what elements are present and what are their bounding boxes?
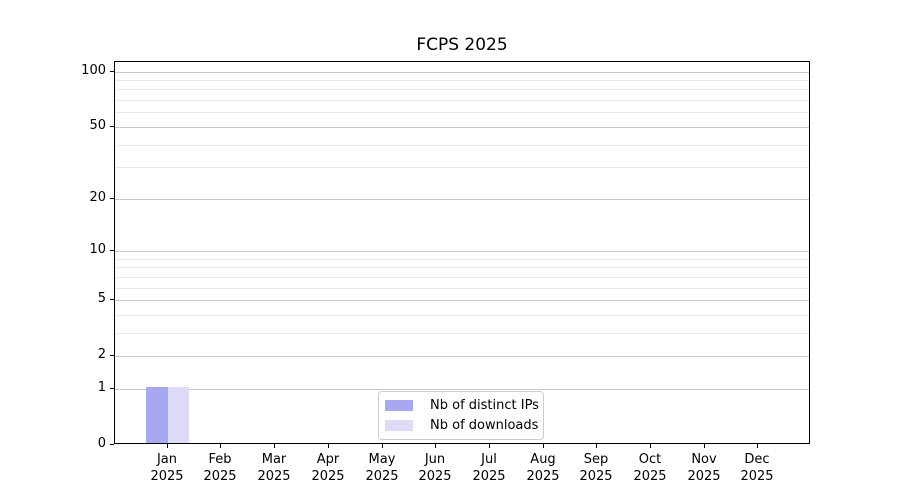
legend-label-distinct-ips: Nb of distinct IPs [430,398,539,413]
x-tick-mark-feb [220,444,221,448]
x-tick-month: May [368,452,396,467]
x-tick-month: Aug [530,452,556,467]
x-tick-year: 2025 [472,469,506,484]
y-gridline-minor-90 [115,80,809,81]
y-tick-mark-50 [110,126,114,127]
y-gridline-minor-60 [115,112,809,113]
y-gridline-minor-6 [115,288,809,289]
bar-distinct-ips-jan [146,386,168,443]
y-gridline-major-5 [115,300,809,301]
y-tick-label-0: 0 [97,436,106,451]
y-tick-mark-2 [110,355,114,356]
y-gridline-major-50 [115,127,809,128]
x-tick-month: Nov [691,452,717,467]
x-tick-mark-may [382,444,383,448]
x-tick-mark-dec [757,444,758,448]
x-tick-year: 2025 [740,469,774,484]
chart-title: FCPS 2025 [416,35,508,55]
x-tick-month: Feb [208,452,232,467]
x-tick-month: Dec [744,452,770,467]
y-tick-label-100: 100 [81,63,106,78]
bar-downloads-jan [167,386,190,443]
legend-label-downloads: Nb of downloads [430,418,539,433]
x-tick-year: 2025 [687,469,721,484]
y-gridline-minor-80 [115,89,809,90]
y-tick-label-10: 10 [89,242,106,257]
x-tick-mark-mar [274,444,275,448]
legend-item-downloads: Nb of downloads [385,418,539,433]
y-tick-label-5: 5 [97,291,106,306]
x-tick-label-sep: Sep 2025 [566,451,626,485]
y-gridline-minor-3 [115,333,809,334]
legend-item-distinct-ips: Nb of distinct IPs [385,398,539,413]
x-tick-mark-jul [489,444,490,448]
y-gridline-major-1 [115,389,809,390]
y-gridline-minor-30 [115,167,809,168]
y-tick-label-2: 2 [97,347,106,362]
y-gridline-minor-7 [115,277,809,278]
y-gridline-minor-70 [115,100,809,101]
x-tick-year: 2025 [579,469,613,484]
x-tick-mark-sep [596,444,597,448]
y-tick-mark-5 [110,299,114,300]
x-tick-mark-aug [543,444,544,448]
x-tick-month: Oct [638,452,662,467]
y-tick-mark-1 [110,388,114,389]
y-gridline-minor-40 [115,145,809,146]
x-tick-label-oct: Oct 2025 [620,451,680,485]
x-tick-mark-oct [650,444,651,448]
x-tick-month: Jul [481,452,497,467]
x-tick-mark-jan [167,444,168,448]
y-gridline-minor-9 [115,259,809,260]
y-gridline-major-2 [115,356,809,357]
x-tick-label-apr: Apr 2025 [298,451,358,485]
plot-area [114,61,810,444]
x-tick-month: Apr [316,452,340,467]
y-gridline-minor-4 [115,315,809,316]
y-gridline-major-20 [115,199,809,200]
legend: Nb of distinct IPs Nb of downloads [378,391,544,440]
legend-swatch-downloads [385,420,413,431]
x-tick-label-jul: Jul 2025 [459,451,519,485]
y-tick-mark-10 [110,250,114,251]
x-tick-month: Mar [261,452,287,467]
x-tick-month: Jan [156,452,178,467]
x-tick-year: 2025 [311,469,345,484]
y-tick-mark-100 [110,71,114,72]
x-tick-year: 2025 [150,469,184,484]
x-tick-mark-apr [328,444,329,448]
x-tick-year: 2025 [526,469,560,484]
x-tick-label-nov: Nov 2025 [674,451,734,485]
x-tick-label-may: May 2025 [352,451,412,485]
x-tick-year: 2025 [418,469,452,484]
x-tick-label-feb: Feb 2025 [190,451,250,485]
x-tick-year: 2025 [203,469,237,484]
x-tick-label-mar: Mar 2025 [244,451,304,485]
y-tick-mark-20 [110,198,114,199]
x-tick-mark-jun [435,444,436,448]
x-tick-mark-nov [704,444,705,448]
x-tick-label-jan: Jan 2025 [137,451,197,485]
x-tick-year: 2025 [257,469,291,484]
y-tick-label-1: 1 [97,380,106,395]
x-tick-year: 2025 [365,469,399,484]
y-tick-label-20: 20 [89,190,106,205]
x-tick-label-dec: Dec 2025 [727,451,787,485]
x-tick-month: Sep [583,452,609,467]
x-tick-month: Jun [424,452,446,467]
x-tick-year: 2025 [633,469,667,484]
legend-swatch-distinct-ips [385,400,413,411]
y-tick-label-50: 50 [89,118,106,133]
y-gridline-major-100 [115,72,809,73]
x-tick-label-aug: Aug 2025 [513,451,573,485]
y-gridline-minor-8 [115,267,809,268]
y-gridline-major-10 [115,251,809,252]
y-tick-mark-0 [110,444,114,445]
x-tick-label-jun: Jun 2025 [405,451,465,485]
